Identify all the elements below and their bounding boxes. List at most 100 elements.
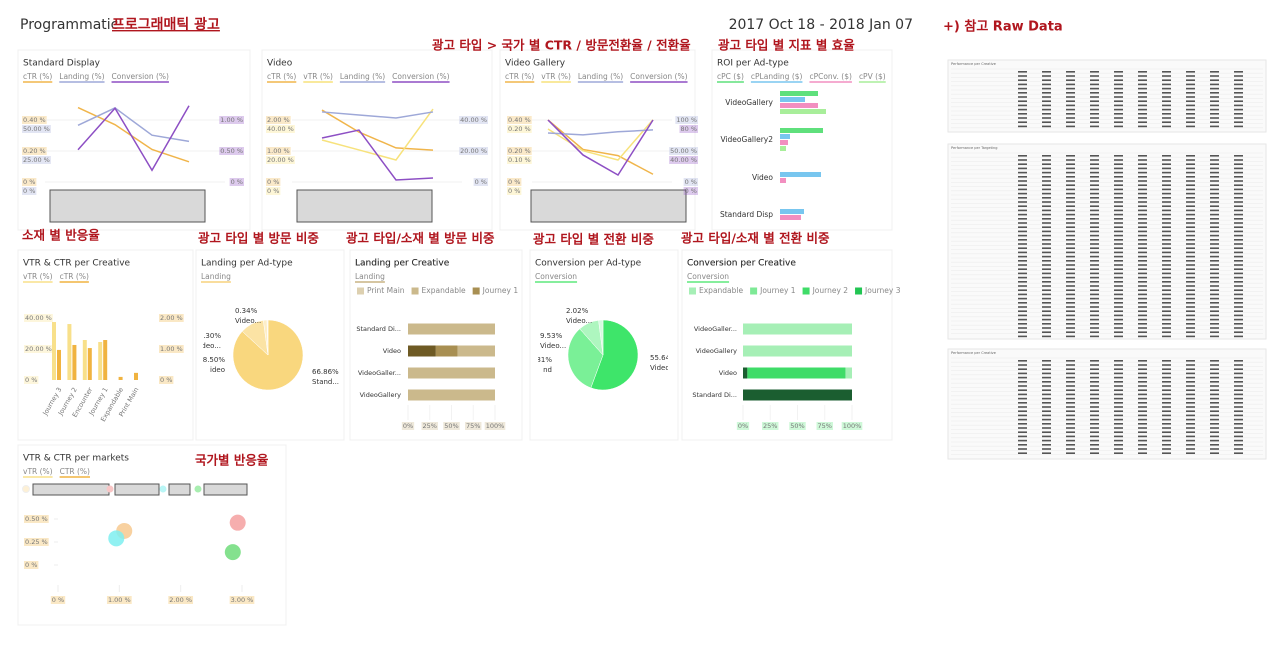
annotation: 광고 타입/소재 별 방문 비중 [346, 231, 495, 246]
raw-cell [1210, 180, 1219, 182]
raw-cell [1018, 192, 1027, 195]
raw-cell [1066, 368, 1075, 370]
tick-label-bg [159, 314, 184, 322]
raw-cell [1018, 243, 1027, 245]
raw-cell [1186, 184, 1195, 186]
raw-cell [1186, 117, 1195, 119]
scroll-box [296, 189, 433, 223]
raw-cell [1210, 327, 1219, 329]
raw-cell [1234, 121, 1243, 123]
legend-label: Conversion (%) [112, 72, 169, 81]
raw-cell [1042, 159, 1051, 161]
raw-cell [1138, 171, 1147, 174]
raw-cell [1138, 448, 1147, 450]
tick-label-bg [762, 422, 779, 430]
raw-cell [1066, 323, 1075, 325]
raw-cell [1186, 335, 1195, 338]
tick-label: 0.25 % [25, 538, 48, 546]
raw-cell [1186, 323, 1195, 325]
raw-cell [1162, 155, 1171, 157]
legend-label: vTR (%) [23, 467, 53, 476]
raw-cell [1018, 389, 1027, 391]
raw-cell [1186, 285, 1195, 287]
raw-cell [1186, 218, 1195, 220]
raw-cell [1090, 197, 1099, 199]
raw-cell [1138, 427, 1147, 429]
raw-cell [1018, 230, 1027, 233]
raw-cell [1090, 376, 1099, 379]
tick-label: 2.00 % [160, 314, 183, 322]
raw-cell [1162, 159, 1171, 161]
raw-cell [1234, 314, 1243, 317]
raw-cell [1162, 197, 1171, 199]
raw-cell [1210, 385, 1219, 387]
tick-label: 1.00 % [220, 116, 243, 124]
raw-cell [1018, 104, 1027, 107]
raw-cell [1162, 381, 1171, 383]
raw-cell [1210, 96, 1219, 98]
raw-cell [1234, 167, 1243, 170]
raw-cell [1114, 209, 1123, 212]
raw-cell [1114, 393, 1123, 396]
raw-cell [1066, 243, 1075, 245]
legend-label: CTR (%) [60, 467, 90, 476]
raw-cell [1210, 272, 1219, 275]
raw-cell [1210, 167, 1219, 170]
chart-title: Conversion per Creative [687, 259, 796, 269]
tick-label: 0 % [508, 178, 520, 186]
annotation: 국가별 반응율 [195, 453, 269, 468]
raw-cell [1138, 414, 1147, 417]
raw-cell [1138, 310, 1147, 312]
raw-cell [1066, 226, 1075, 228]
raw-cell [1042, 431, 1051, 433]
raw-cell [1018, 402, 1027, 404]
legend-label: cPConv. ($) [809, 72, 852, 81]
raw-cell [1042, 234, 1051, 237]
legend-swatch [802, 287, 810, 295]
tick-label-bg [459, 147, 488, 155]
raw-cell [1042, 281, 1051, 283]
tick-label-bg [266, 125, 295, 133]
raw-cell [1162, 297, 1171, 300]
pie-slice [590, 319, 639, 391]
raw-cell [1066, 176, 1075, 178]
slice-value-label: 0.34% [235, 307, 258, 315]
raw-cell [1210, 368, 1219, 370]
tick-label: 40.00 % [670, 156, 697, 164]
raw-cell [1162, 331, 1171, 333]
raw-cell [1210, 318, 1219, 321]
raw-cell [1186, 452, 1195, 454]
raw-cell [1066, 360, 1075, 362]
raw-cell [1162, 264, 1171, 266]
raw-cell [1018, 423, 1027, 425]
raw-cell [1066, 234, 1075, 237]
market-bar [114, 483, 160, 496]
raw-cell [1210, 306, 1219, 308]
legend-swatch [357, 287, 364, 295]
raw-cell [1090, 385, 1099, 387]
raw-cell [1210, 205, 1219, 207]
raw-cell [1210, 335, 1219, 338]
raw-cell [1042, 410, 1051, 412]
tick-label: 50.00 % [23, 125, 50, 133]
raw-cell [1234, 108, 1243, 111]
raw-cell [1138, 205, 1147, 207]
raw-cell [1138, 452, 1147, 454]
series-line [547, 129, 654, 136]
raw-cell [1114, 125, 1123, 128]
legend-label: vTR (%) [303, 72, 333, 81]
raw-cell [1114, 427, 1123, 429]
raw-cell [1114, 318, 1123, 321]
raw-cell [1234, 435, 1243, 438]
raw-cell [1234, 418, 1243, 421]
raw-cell [1018, 113, 1027, 115]
annotation: 광고 타입 > 국가 별 CTR / 방문전환율 / 전환율 [432, 38, 691, 53]
raw-cell [1162, 289, 1171, 291]
raw-cell [1114, 397, 1123, 400]
raw-cell [1186, 239, 1195, 241]
raw-cell [1066, 281, 1075, 283]
bar [780, 97, 805, 102]
raw-cell [1114, 276, 1123, 279]
bar [780, 172, 821, 177]
raw-cell [1018, 247, 1027, 249]
